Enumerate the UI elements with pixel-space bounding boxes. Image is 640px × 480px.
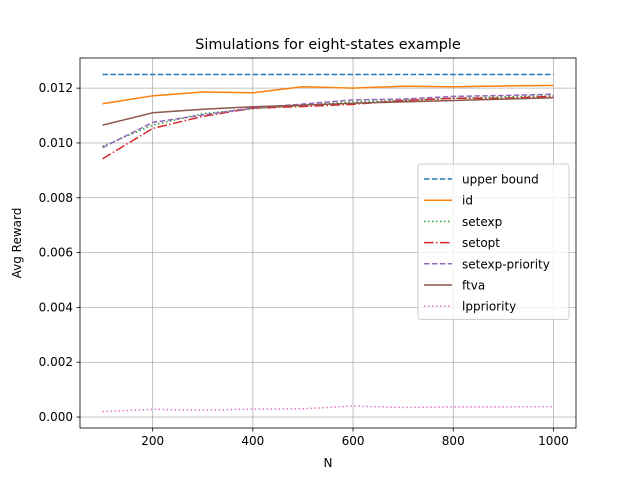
- chart-title: Simulations for eight-states example: [195, 37, 461, 53]
- axis-ticks: 200 400 600 800 1000 0.000 0.002 0.004 0.006 0.00…: [39, 81, 569, 448]
- y-tick-label: 0.010: [39, 136, 73, 150]
- x-axis-label: N: [324, 456, 333, 470]
- y-tick-label: 0.000: [39, 410, 73, 424]
- series-line-setopt: [102, 95, 554, 160]
- x-tick-label: 1000: [538, 434, 569, 448]
- x-tick-label: 600: [342, 434, 365, 448]
- y-axis-label: Avg Reward: [10, 208, 24, 279]
- y-tick-label: 0.012: [39, 81, 73, 95]
- series-line-ftva: [102, 96, 554, 126]
- y-tick-label: 0.008: [39, 191, 73, 205]
- series-line-id: [102, 84, 554, 105]
- legend-label: id: [462, 194, 473, 208]
- legend-label: ftva: [462, 279, 485, 293]
- legend-label: upper bound: [462, 173, 539, 187]
- legend-box: [417, 163, 570, 320]
- legend: upper bound id setexp setopt setexp-priority…: [417, 163, 570, 320]
- legend-label: setopt: [462, 236, 500, 250]
- plot-frame: [79, 57, 577, 429]
- y-tick-label: 0.002: [39, 355, 73, 369]
- x-tick-label: 800: [442, 434, 465, 448]
- x-tick-label: 400: [241, 434, 264, 448]
- series-line-setexp-priority: [102, 93, 554, 149]
- y-tick-label: 0.006: [39, 246, 73, 260]
- series-lines: [102, 73, 554, 413]
- y-tick-label: 0.004: [39, 300, 73, 314]
- legend-label: lppriority: [462, 300, 516, 314]
- legend-label: setexp-priority: [462, 257, 550, 271]
- legend-label: setexp: [462, 215, 502, 229]
- x-tick-label: 200: [141, 434, 164, 448]
